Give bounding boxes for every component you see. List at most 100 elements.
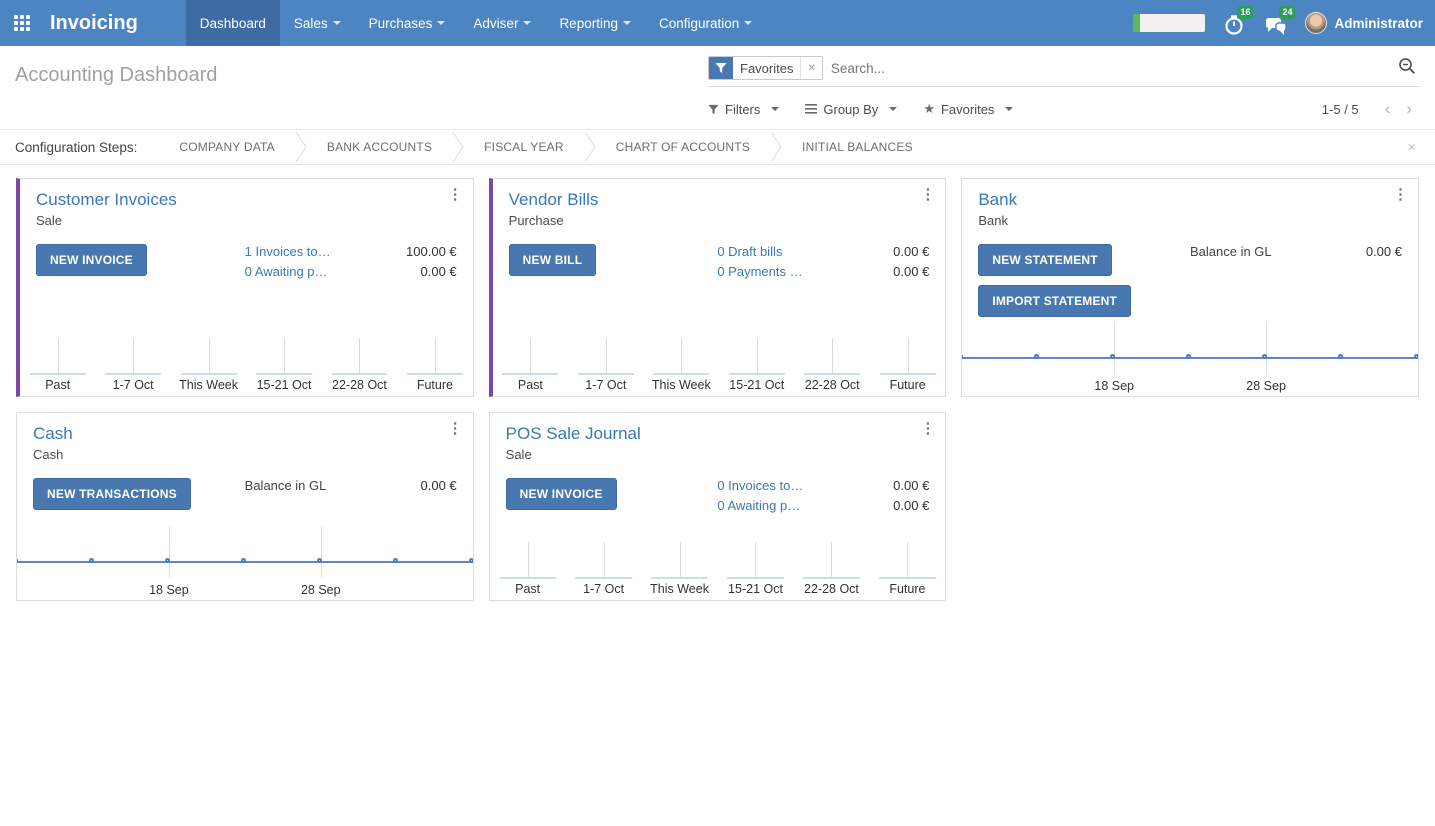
bar-column: 1-7 Oct [95,330,170,394]
menu-dashboard[interactable]: Dashboard [185,0,280,46]
axis-tick [603,542,605,578]
invoices-to-validate-link[interactable]: 1 Invoices to… [244,244,331,259]
card-cash: ⋮ Cash Cash NEW TRANSACTIONS Balance in … [16,412,474,601]
new-transactions-button[interactable]: NEW TRANSACTIONS [33,478,191,510]
apps-menu-button[interactable] [0,0,44,46]
gridline [320,526,322,578]
sparkline-bar-chart[interactable]: Past 1-7 Oct This Week 15-21 Oct 22-28 Oct Fu… [20,330,473,396]
favorites-button[interactable]: ★ Favorites [923,101,1014,117]
new-bill-button[interactable]: NEW BILL [508,244,597,276]
menu-adviser[interactable]: Adviser [459,0,545,46]
user-menu[interactable]: Administrator [1305,12,1423,34]
kebab-menu-icon[interactable]: ⋮ [447,420,463,437]
timer-icon [1225,15,1244,35]
axis-label: 15-21 Oct [729,378,785,392]
bar-value [180,373,237,375]
menu-reporting[interactable]: Reporting [545,0,645,46]
axis-tick [527,542,529,578]
axis-label: Future [416,378,453,392]
axis-label: 1-7 Oct [112,378,154,392]
card-subtitle: Cash [33,447,64,462]
card-bank: ⋮ Bank Bank NEW STATEMENT IMPORT STATEME… [961,178,1419,397]
activities-count-badge: 16 [1237,6,1254,19]
axis-label: Future [889,378,926,392]
gridline [1266,322,1268,374]
invoices-to-validate-link[interactable]: 0 Invoices to… [717,478,804,493]
new-statement-button[interactable]: NEW STATEMENT [978,244,1112,276]
sparkline-line-chart[interactable]: 18 Sep 28 Sep [17,526,473,600]
bar-column: 1-7 Oct [568,330,643,394]
step-initial-balances[interactable]: INITIAL BALANCES [802,140,913,154]
awaiting-payments-link[interactable]: 0 Awaiting p… [717,498,801,513]
step-bank-accounts[interactable]: BANK ACCOUNTS [326,140,433,154]
axis-label: Past [515,582,541,596]
menu-sales[interactable]: Sales [280,0,355,46]
bar-column: Past [493,330,568,394]
chevron-down-icon [744,21,753,25]
search-input[interactable] [822,56,1398,80]
pager-next-button[interactable]: › [1406,99,1412,118]
pager-previous-button[interactable]: ‹ [1384,99,1391,118]
chevron-down-icon [889,107,898,111]
bar-value [803,577,860,579]
awaiting-payments-link[interactable]: 0 Awaiting p… [244,264,328,279]
favorites-label: Favorites [940,101,995,117]
card-title[interactable]: Bank [978,190,1018,209]
line-marker [1338,354,1344,359]
card-title[interactable]: Cash [33,424,73,443]
menu-configuration[interactable]: Configuration [645,0,766,46]
kebab-menu-icon[interactable]: ⋮ [920,420,936,437]
payments-link[interactable]: 0 Payments … [717,264,803,279]
kebab-menu-icon[interactable]: ⋮ [920,186,936,203]
card-subtitle: Purchase [508,213,564,228]
axis-tick [605,338,607,374]
card-title[interactable]: Vendor Bills [508,190,599,209]
config-steps-label: Configuration Steps: [15,139,138,155]
card-title[interactable]: POS Sale Journal [505,424,641,443]
bar-column: 22-28 Oct [793,534,869,598]
bar-column: This Week [642,534,718,598]
card-title[interactable]: Customer Invoices [36,190,177,209]
draft-bills-link[interactable]: 0 Draft bills [717,244,783,259]
group-by-button[interactable]: Group By [805,102,898,117]
step-company-data[interactable]: COMPANY DATA [179,140,275,154]
sparkline-bar-chart[interactable]: Past 1-7 Oct This Week 15-21 Oct 22-28 Oct Fu… [490,534,946,600]
bar-value [879,373,936,375]
line-marker [1262,354,1268,359]
balance-in-gl-label: Balance in GL [244,478,327,493]
filters-button[interactable]: Filters [708,102,780,117]
line-marker [164,558,170,563]
top-navbar: Invoicing Dashboard Sales Purchases Advi… [0,0,1435,46]
chevron-separator-icon [452,132,464,162]
messages-button[interactable]: 24 [1263,6,1296,36]
menu-purchases[interactable]: Purchases [355,0,460,46]
import-statement-button[interactable]: IMPORT STATEMENT [978,285,1132,317]
page-title: Accounting Dashboard [15,64,218,86]
bar-value [879,577,936,579]
timer-progress-bar[interactable] [1133,14,1206,32]
search-icon[interactable] [1398,57,1416,80]
axis-label: This Week [179,378,238,392]
activities-button[interactable]: 16 [1221,6,1254,36]
amount-value: 100.00 € [406,244,457,259]
chevron-down-icon [622,21,631,25]
app-name[interactable]: Invoicing [50,11,138,34]
bar-value [29,373,86,375]
amount-value: 0.00 € [420,264,457,279]
step-chart-of-accounts[interactable]: CHART OF ACCOUNTS [615,140,751,154]
bar-column: Past [490,534,566,598]
step-fiscal-year[interactable]: FISCAL YEAR [484,140,564,154]
facet-remove-icon[interactable]: ✕ [800,57,821,79]
new-invoice-button[interactable]: NEW INVOICE [36,244,147,276]
close-icon[interactable]: × [1407,138,1416,156]
kebab-menu-icon[interactable]: ⋮ [1392,186,1408,203]
bar-column: Future [870,330,945,394]
sparkline-bar-chart[interactable]: Past 1-7 Oct This Week 15-21 Oct 22-28 Oct Fu… [493,330,946,396]
new-invoice-button[interactable]: NEW INVOICE [505,478,617,510]
bar-value [499,577,556,579]
axis-label: 28 Sep [300,583,341,597]
axis-label: Past [45,378,71,392]
kebab-menu-icon[interactable]: ⋮ [447,186,463,203]
line-marker [1186,354,1192,359]
sparkline-line-chart[interactable]: 18 Sep 28 Sep [962,322,1418,396]
